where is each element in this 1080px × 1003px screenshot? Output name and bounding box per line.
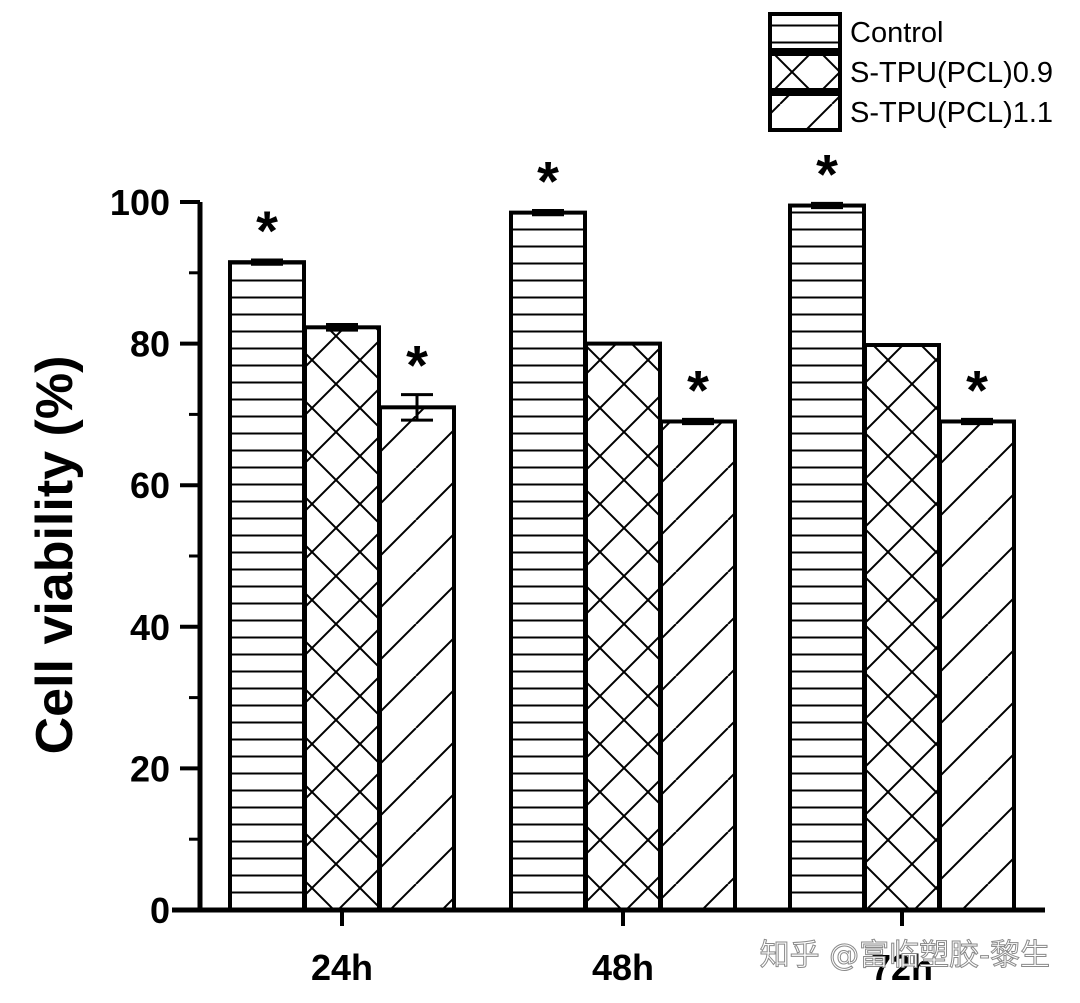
bar-72h-series-1: [863, 343, 941, 912]
bars-group: * * * * * *: [228, 142, 1016, 913]
legend: Control S-TPU(PCL)0.9 S-TPU(PCL)1.1: [768, 12, 1053, 132]
axes-group: 24h 48h 72h 0 20 40 60 80 100: [110, 182, 1045, 988]
watermark: 知乎 @富临塑胶-黎生: [760, 938, 1050, 973]
bar-24h-series-1: [303, 325, 381, 913]
y-tick-label-40: 40: [130, 607, 170, 648]
bar-48h-series-2: [659, 419, 737, 912]
x-tick-label-48h: 48h: [592, 947, 654, 988]
significance-marker-48h-series-2: *: [687, 358, 709, 421]
y-tick-label-80: 80: [130, 324, 170, 365]
significance-marker-24h-series-2: *: [406, 334, 428, 397]
y-tick-label-20: 20: [130, 748, 170, 789]
legend-swatch-series-0: [768, 12, 842, 52]
bar-72h-series-2: [938, 419, 1016, 912]
y-tick-label-100: 100: [110, 182, 170, 223]
significance-marker-72h-series-2: *: [966, 358, 988, 421]
x-tick-label-72h: 72h: [871, 947, 933, 988]
significance-marker-48h-series-0: *: [537, 149, 559, 212]
y-axis-label: Cell viability (%): [26, 356, 84, 755]
legend-swatch-series-2: [768, 92, 842, 132]
significance-marker-72h-series-0: *: [816, 142, 838, 205]
legend-label-series-1: S-TPU(PCL)0.9: [850, 57, 1053, 89]
significance-marker-24h-series-0: *: [256, 199, 278, 262]
y-tick-label-0: 0: [150, 890, 170, 931]
legend-swatch-series-1: [768, 52, 842, 92]
bar-24h-series-2: [378, 405, 456, 912]
bar-24h-series-0: [228, 260, 306, 912]
bar-48h-series-1: [584, 341, 662, 913]
legend-label-series-2: S-TPU(PCL)1.1: [850, 97, 1053, 129]
bar-48h-series-0: [509, 210, 587, 912]
y-tick-label-60: 60: [130, 465, 170, 506]
bar-72h-series-0: [788, 203, 866, 913]
legend-label-series-0: Control: [850, 17, 944, 49]
x-tick-label-24h: 24h: [311, 947, 373, 988]
